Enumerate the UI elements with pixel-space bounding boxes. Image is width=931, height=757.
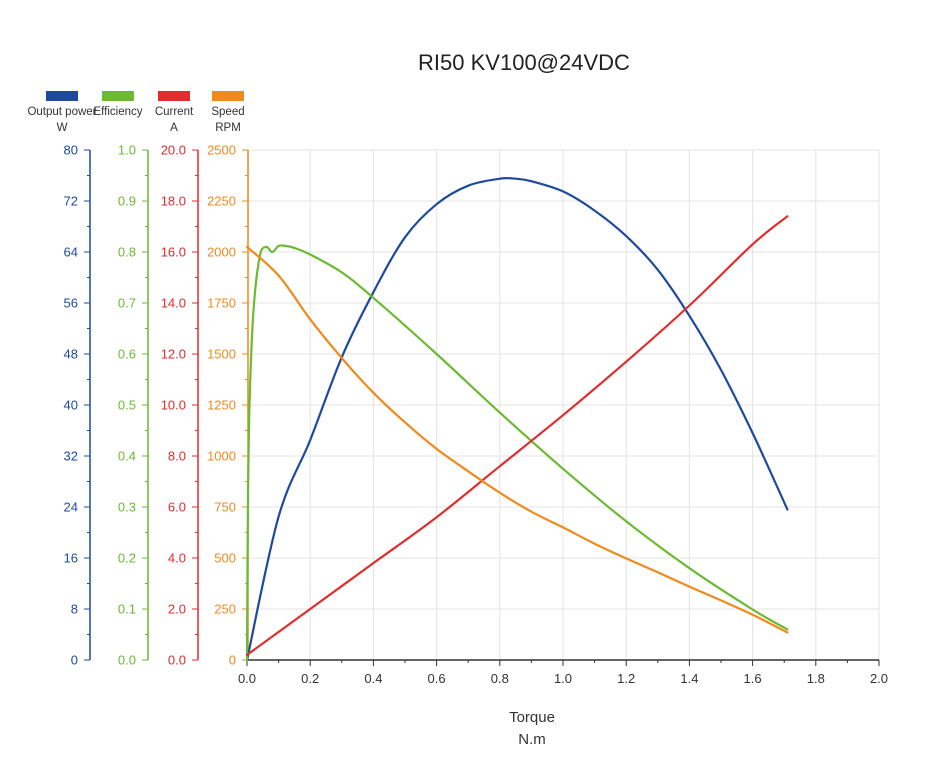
- y-tick-label: 40: [64, 398, 78, 413]
- y-tick-label: 4.0: [168, 551, 186, 566]
- y-tick-label: 1500: [207, 347, 236, 362]
- legend-label: Efficiency: [93, 106, 142, 118]
- y-tick-label: 500: [214, 551, 236, 566]
- y-axis-efficiency: 0.0 0.1 0.2 0.3 0.4 0.5 0.6 0.7 0.8 0.9 1.0: [118, 143, 149, 668]
- x-tick-label: 0.8: [491, 671, 509, 686]
- y-tick-label: 0.2: [118, 551, 136, 566]
- y-tick-label: 0.0: [118, 653, 136, 668]
- y-tick-label: 2.0: [168, 602, 186, 617]
- y-tick-label: 6.0: [168, 500, 186, 515]
- y-tick-label: 0.7: [118, 296, 136, 311]
- legend-unit: A: [170, 122, 178, 134]
- x-tick-label: 1.6: [744, 671, 762, 686]
- y-tick-label: 1000: [207, 449, 236, 464]
- y-tick-label: 14.0: [161, 296, 186, 311]
- y-tick-label: 250: [214, 602, 236, 617]
- y-tick-label: 0.8: [118, 245, 136, 260]
- y-tick-label: 2000: [207, 245, 236, 260]
- y-tick-label: 0: [71, 653, 78, 668]
- legend-label: Current: [155, 106, 194, 118]
- legend-label: Speed: [211, 106, 244, 118]
- y-tick-label: 1.0: [118, 143, 136, 158]
- y-tick-label: 1750: [207, 296, 236, 311]
- y-tick-label: 750: [214, 500, 236, 515]
- y-tick-label: 80: [64, 143, 78, 158]
- y-axis-speed: 0 250 500 750 1000 1250 1500 1750 2000 2250 2500: [207, 143, 249, 668]
- legend-label: Output power: [27, 106, 96, 118]
- y-tick-label: 2500: [207, 143, 236, 158]
- x-axis-unit: N.m: [518, 731, 546, 748]
- y-tick-label: 2250: [207, 194, 236, 209]
- chart-title: RI50 KV100@24VDC: [418, 50, 630, 75]
- y-tick-label: 64: [64, 245, 78, 260]
- legend-item-efficiency: Efficiency: [93, 91, 143, 118]
- y-tick-label: 24: [64, 500, 78, 515]
- y-tick-label: 0.0: [168, 653, 186, 668]
- series-line-efficiency: [245, 244, 789, 662]
- x-tick-label: 0.2: [301, 671, 319, 686]
- y-tick-label: 56: [64, 296, 78, 311]
- legend-item-output-power: Output power W: [27, 91, 97, 134]
- y-tick-label: 20.0: [161, 143, 186, 158]
- x-axis: 0.0 0.2 0.4 0.6 0.8 1.0 1.2 1.4 1.6 1.8 2.0: [238, 659, 888, 686]
- series-line-speed: [245, 245, 789, 634]
- series-lines: [245, 176, 789, 662]
- x-tick-label: 1.4: [680, 671, 698, 686]
- y-tick-label: 12.0: [161, 347, 186, 362]
- legend-swatch: [46, 91, 78, 101]
- legend-item-speed: Speed RPM: [211, 91, 245, 134]
- y-tick-label: 0.6: [118, 347, 136, 362]
- y-tick-label: 16.0: [161, 245, 186, 260]
- legend-unit: RPM: [215, 122, 241, 134]
- legend: Output power W Efficiency Current A Speed RPM: [27, 91, 245, 134]
- y-tick-label: 0.3: [118, 500, 136, 515]
- y-tick-label: 8.0: [168, 449, 186, 464]
- y-tick-label: 8: [71, 602, 78, 617]
- y-tick-label: 16: [64, 551, 78, 566]
- y-axes: 081624324048566472800.00.10.20.30.40.50.…: [64, 143, 249, 668]
- y-tick-label: 0.5: [118, 398, 136, 413]
- legend-unit: W: [57, 122, 68, 134]
- x-tick-label: 2.0: [870, 671, 888, 686]
- x-tick-label: 1.8: [807, 671, 825, 686]
- x-tick-label: 0.4: [364, 671, 382, 686]
- x-tick-label: 0.6: [428, 671, 446, 686]
- y-tick-label: 72: [64, 194, 78, 209]
- legend-swatch: [158, 91, 190, 101]
- y-tick-label: 32: [64, 449, 78, 464]
- y-tick-label: 0: [229, 653, 236, 668]
- x-tick-label: 1.0: [554, 671, 572, 686]
- legend-swatch: [102, 91, 134, 101]
- y-tick-label: 0.1: [118, 602, 136, 617]
- legend-item-current: Current A: [155, 91, 194, 134]
- series-line-output-power: [245, 176, 789, 662]
- x-tick-label: 0.0: [238, 671, 256, 686]
- grid: [247, 149, 880, 660]
- series-line-current: [245, 215, 789, 656]
- y-tick-label: 48: [64, 347, 78, 362]
- y-tick-label: 10.0: [161, 398, 186, 413]
- y-tick-label: 0.9: [118, 194, 136, 209]
- legend-swatch: [212, 91, 244, 101]
- x-axis-label: Torque: [509, 709, 555, 726]
- y-tick-label: 1250: [207, 398, 236, 413]
- y-axis-output-power: 0 8 16 24 32 40 48 56 64 72 80: [64, 143, 91, 668]
- y-tick-label: 0.4: [118, 449, 136, 464]
- y-axis-current: 0.0 2.0 4.0 6.0 8.0 10.0 12.0 14.0 16.0 18.0 20.0: [161, 143, 199, 668]
- x-tick-label: 1.2: [617, 671, 635, 686]
- y-tick-label: 18.0: [161, 194, 186, 209]
